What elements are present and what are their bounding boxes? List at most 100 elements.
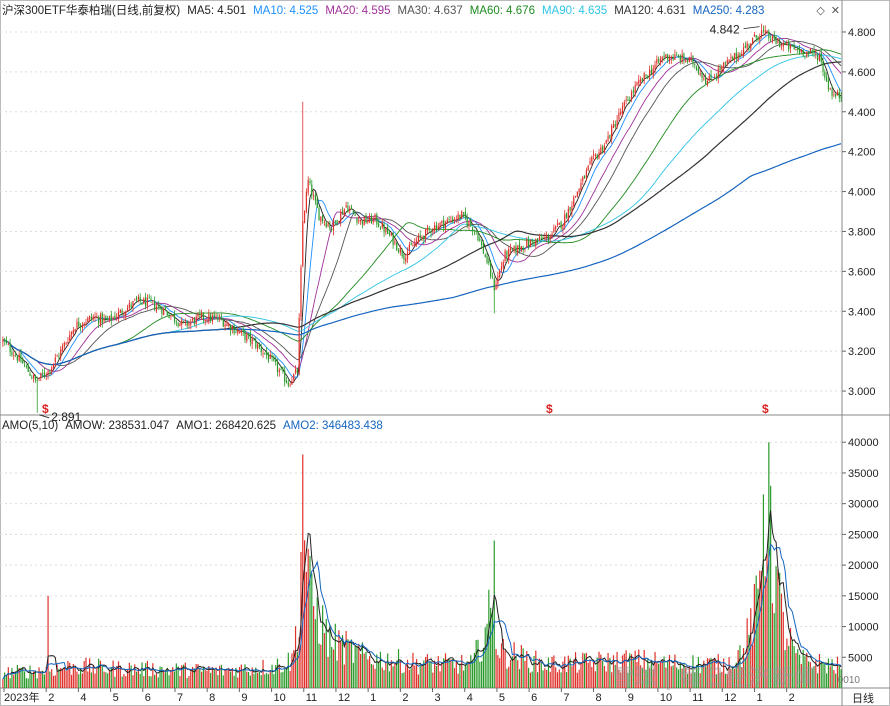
candle-body	[840, 96, 842, 99]
candle-body	[388, 232, 391, 235]
candle-body	[715, 76, 718, 78]
amount-bar	[81, 673, 83, 688]
amount-bar	[240, 664, 242, 688]
amount-bar	[302, 454, 304, 688]
candle-body	[341, 211, 344, 215]
candle-body	[260, 348, 262, 353]
candle-body	[329, 223, 331, 229]
amount-bar	[60, 667, 62, 688]
amount-bar	[770, 485, 772, 688]
candle-body	[583, 175, 586, 179]
amount-bar	[69, 662, 71, 688]
candle-body	[179, 323, 181, 327]
amount-bar	[710, 658, 712, 688]
amount-bar	[332, 649, 335, 688]
candle-body	[275, 359, 277, 362]
candle-body	[282, 368, 284, 372]
candle-body	[797, 47, 799, 51]
candle-body	[708, 76, 710, 82]
candle-body	[148, 297, 150, 299]
amount-bar	[65, 670, 67, 688]
ma250-line	[2, 143, 842, 366]
amount-bar	[677, 669, 680, 688]
amount-bar	[208, 666, 210, 688]
candle-body	[661, 57, 663, 60]
candle-body	[266, 351, 268, 356]
amount-tick-label: 15000	[848, 591, 879, 603]
candle-body	[829, 88, 831, 90]
amount-bar	[650, 660, 653, 688]
candle-body	[307, 179, 309, 193]
amount-bar	[273, 674, 275, 688]
candle-body	[383, 224, 385, 233]
candle-body	[125, 311, 127, 317]
amount-bar	[56, 664, 58, 688]
amount-bar	[7, 667, 9, 688]
candle-body	[414, 242, 416, 247]
candle-body	[58, 355, 60, 357]
amount-bar	[833, 670, 835, 688]
amount-bar	[392, 666, 394, 688]
amount-bar	[148, 676, 150, 688]
candle-body	[437, 226, 439, 229]
candle-body	[242, 328, 244, 332]
amount-bar	[173, 671, 176, 688]
candle-body	[161, 308, 163, 314]
amount-bar	[266, 672, 268, 688]
candle-body	[439, 222, 441, 228]
amount-bar	[284, 668, 286, 688]
period-label[interactable]: 日线	[852, 693, 874, 705]
candle-body	[229, 325, 232, 331]
diamond-icon[interactable]: ◇	[816, 5, 825, 17]
amount-bar	[163, 670, 165, 688]
amount-bar	[294, 626, 297, 688]
amount-bar	[370, 664, 373, 688]
candle-body	[538, 236, 541, 241]
candle-body	[639, 79, 642, 82]
candle-body	[224, 324, 226, 327]
candle-body	[764, 30, 766, 32]
amount-bar	[421, 665, 423, 688]
x-tick-label: 5	[499, 692, 505, 704]
amount-bar	[793, 646, 795, 688]
x-tick-label: 2	[789, 692, 795, 704]
candle-body	[663, 55, 665, 58]
candle-body	[134, 299, 136, 301]
candle-body	[280, 368, 282, 370]
candle-body	[349, 208, 351, 212]
amount-bar	[426, 654, 429, 688]
amount-bar	[145, 663, 147, 688]
candle-body	[105, 316, 107, 320]
amount-bar	[237, 677, 239, 688]
candle-body	[423, 236, 425, 240]
candle-body	[316, 199, 318, 209]
candle-body	[571, 205, 573, 213]
amount-bar	[123, 674, 125, 688]
amount-bar	[455, 660, 457, 688]
amount-bar	[614, 664, 616, 688]
candle-body	[25, 366, 27, 368]
candle-body	[20, 352, 22, 362]
amount-bar	[314, 619, 317, 688]
amount-bar	[361, 642, 363, 688]
amount-bar	[789, 627, 792, 688]
amount-bar	[594, 671, 597, 688]
amount-bar	[755, 575, 757, 688]
candle-body	[430, 231, 432, 233]
candle-body	[150, 298, 152, 301]
candle-body	[482, 243, 485, 254]
candle-body	[453, 219, 456, 222]
amount-bar	[20, 667, 22, 688]
close-icon[interactable]: ✕	[830, 5, 840, 17]
candle-body	[464, 211, 466, 219]
price-tick-label: 4.000	[848, 187, 876, 199]
candle-body	[340, 211, 342, 223]
amount-bar	[168, 675, 170, 688]
candle-body	[719, 67, 721, 71]
candle-body	[14, 355, 17, 357]
amount-bar	[524, 660, 526, 688]
candle-body	[556, 223, 559, 226]
candle-body	[374, 214, 376, 219]
amount-bar	[408, 669, 410, 688]
